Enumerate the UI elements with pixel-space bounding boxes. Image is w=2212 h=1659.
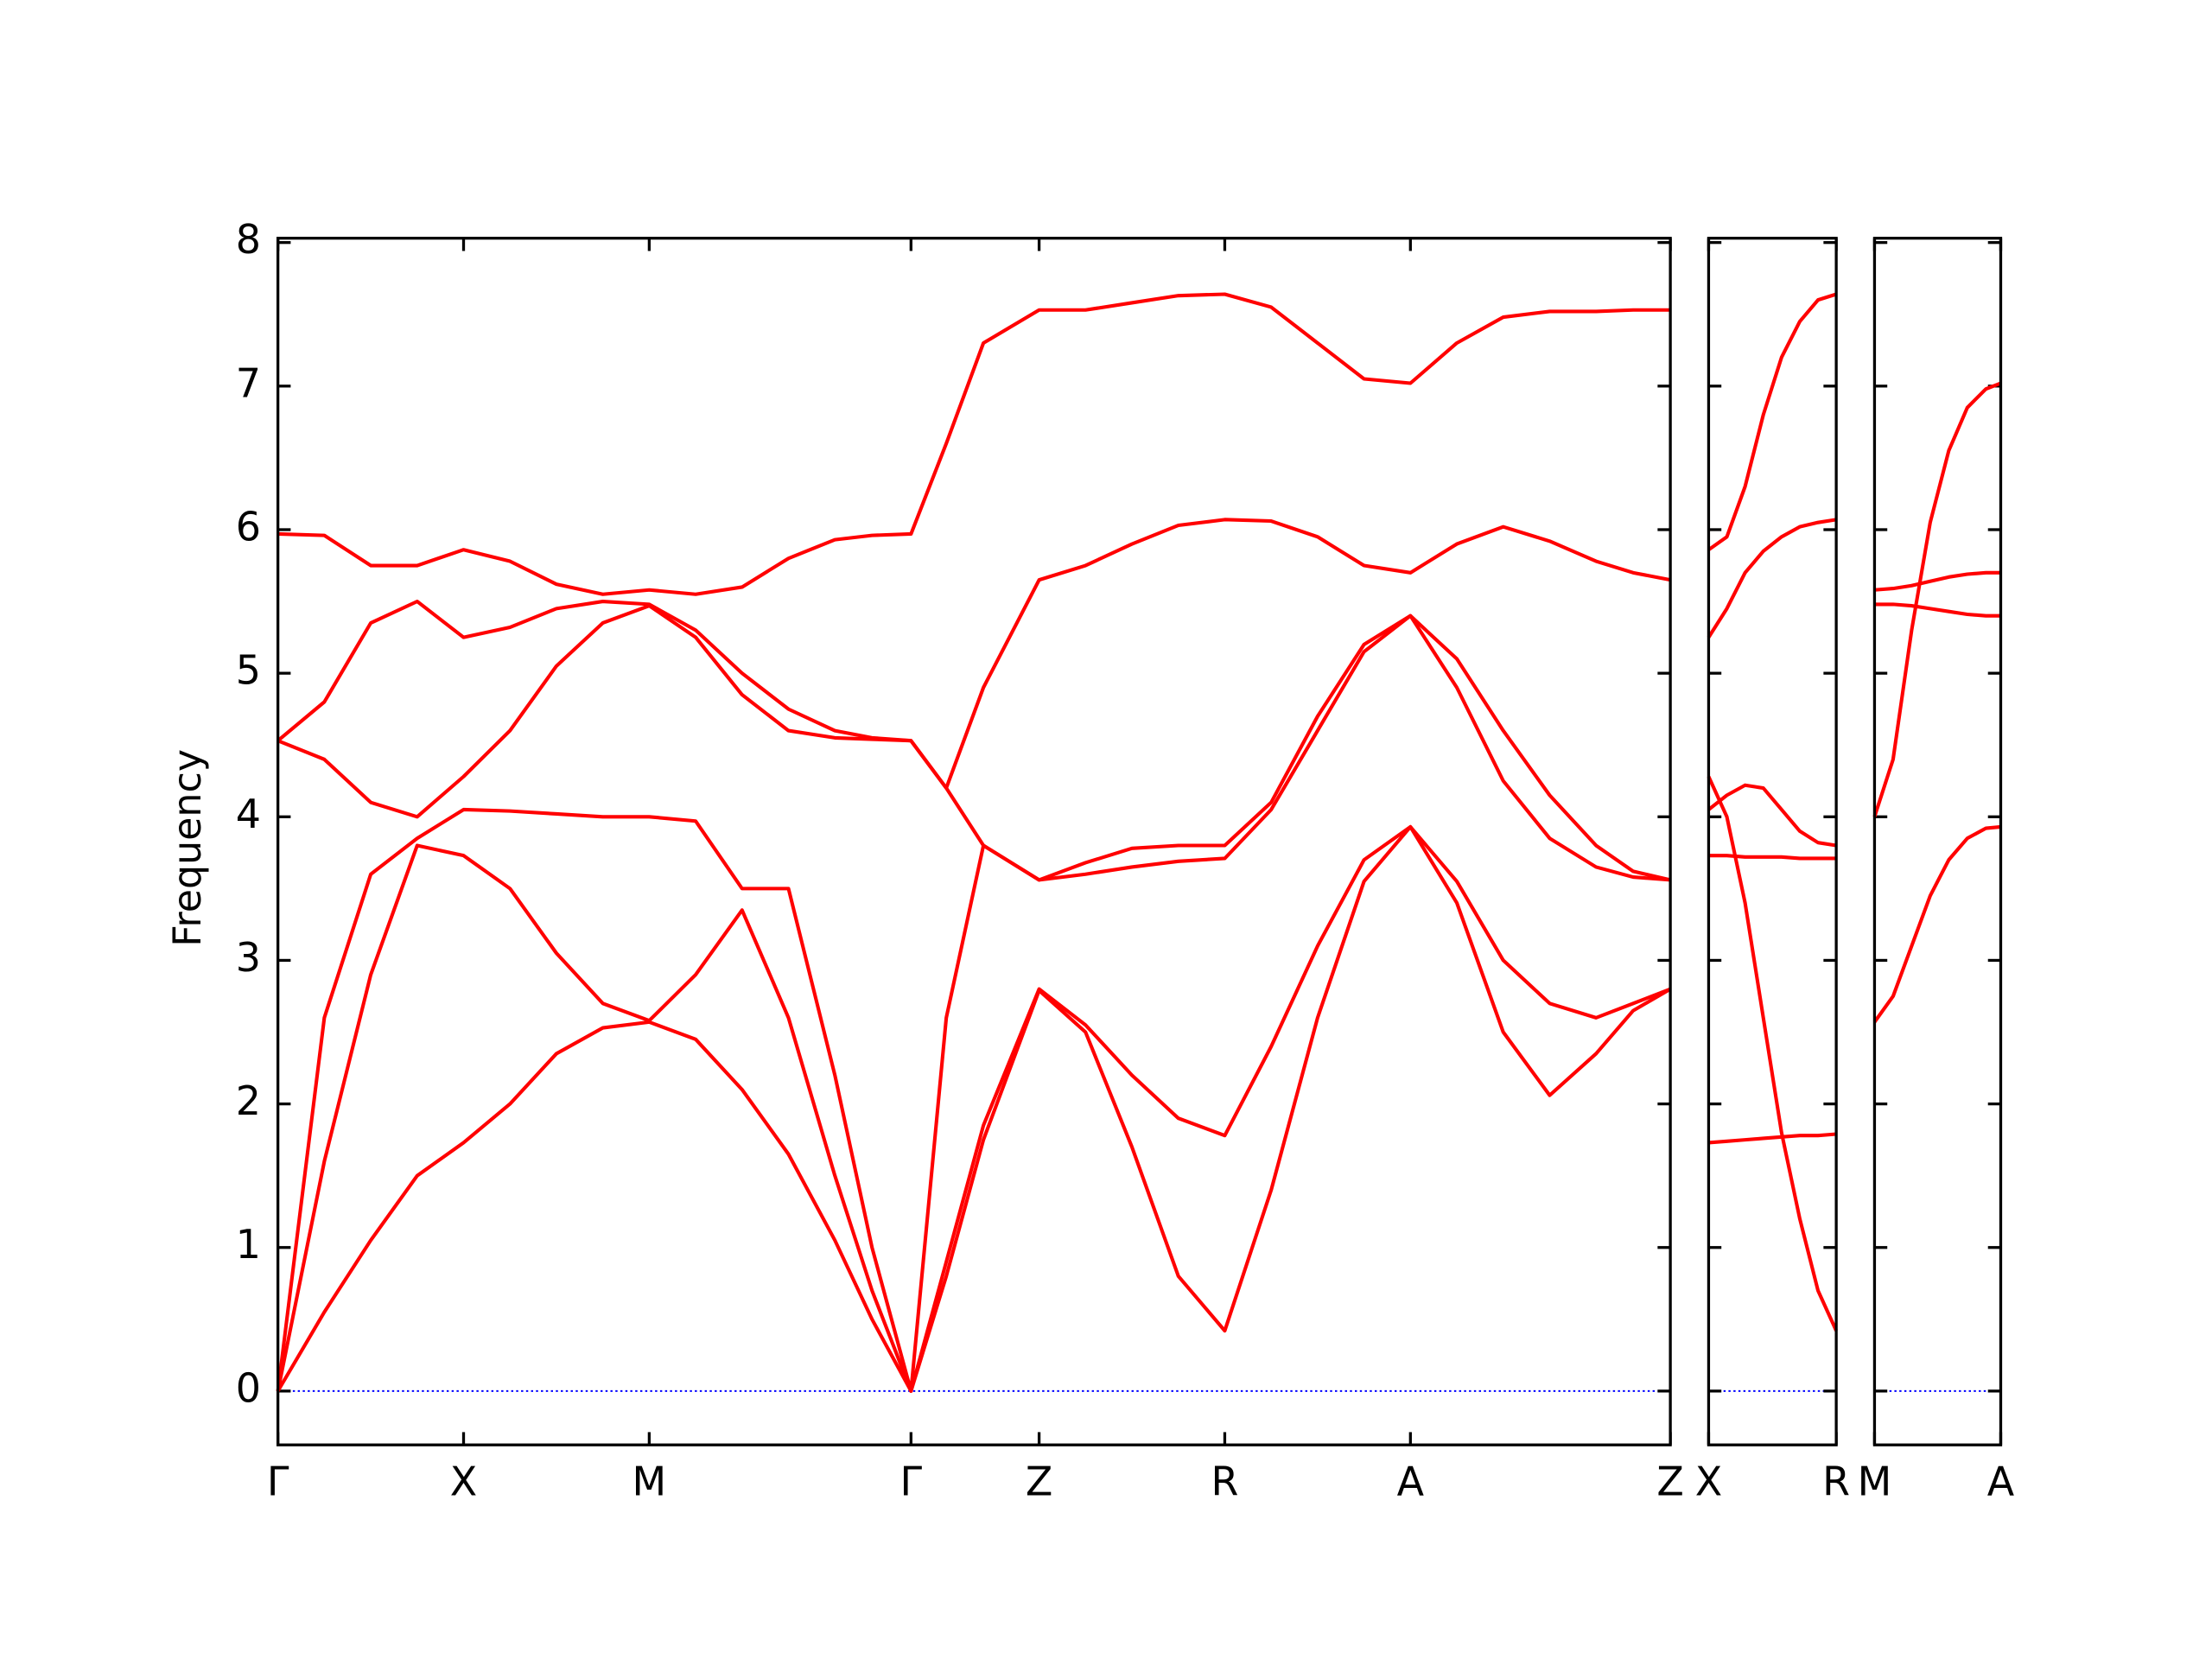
y-tick-label: 4 <box>236 791 261 837</box>
band-line <box>276 603 1671 882</box>
x-tick-label: Z <box>1026 1459 1052 1505</box>
band-line <box>1872 381 2002 817</box>
band-line <box>1874 570 2001 592</box>
y-axis-label: Frequency <box>166 749 210 947</box>
band-line <box>276 824 1671 1393</box>
x-tick-label: M <box>1858 1459 1892 1505</box>
band-line <box>276 613 1671 1393</box>
band-line <box>277 292 1671 596</box>
band-line <box>1872 824 2001 1024</box>
x-tick-label: R <box>1211 1459 1238 1505</box>
plot-frame <box>276 237 1672 1446</box>
band-line <box>1707 518 1837 639</box>
x-tick-label: A <box>1397 1459 1425 1505</box>
x-tick-label: Z <box>1656 1459 1683 1505</box>
y-tick-label: 8 <box>236 216 261 263</box>
y-tick-label: 6 <box>236 503 261 550</box>
y-tick-label: 7 <box>236 359 261 406</box>
x-tick-label: X <box>1695 1459 1722 1505</box>
band-line <box>1707 783 1837 848</box>
x-tick-label: R <box>1822 1459 1850 1505</box>
y-tick-label: 1 <box>236 1221 261 1268</box>
y-tick-label: 2 <box>236 1077 261 1124</box>
plot-frame <box>1707 237 1838 1446</box>
x-tick-label: Γ <box>267 1459 289 1505</box>
y-tick-label: 0 <box>236 1364 261 1411</box>
plot-frame <box>1872 237 2003 1446</box>
x-tick-label: Γ <box>900 1459 923 1505</box>
band-line <box>1707 775 1838 1332</box>
band-line <box>1707 292 1837 551</box>
y-tick-label: 5 <box>236 647 261 694</box>
y-tick-label: 3 <box>236 934 261 981</box>
band-line <box>276 824 1672 1393</box>
band-line <box>276 518 1671 791</box>
band-line <box>1708 854 1837 861</box>
x-tick-label: X <box>450 1459 477 1505</box>
band-line <box>1708 1132 1837 1145</box>
band-line <box>1874 602 2001 618</box>
x-tick-label: A <box>1987 1459 2015 1505</box>
x-tick-label: M <box>632 1459 667 1505</box>
